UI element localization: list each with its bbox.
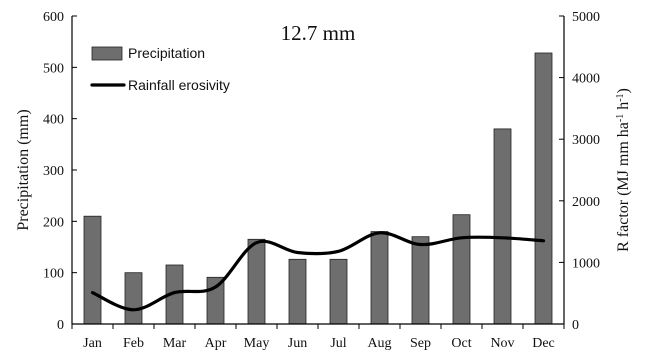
y2-axis-title-sup2: -1 (615, 93, 626, 101)
y2-axis-title-part1: R factor (MJ mm ha (615, 122, 632, 252)
right-tick-label: 4000 (572, 72, 600, 87)
bar-sep (411, 236, 430, 325)
series-line-rainfall-erosivity (90, 231, 546, 312)
bar-dec (534, 52, 553, 325)
x-tick-label-mar: Mar (163, 336, 187, 351)
bar-jan (83, 215, 102, 325)
x-tick-label-feb: Feb (123, 336, 144, 351)
bars-group (83, 52, 553, 325)
x-axis-ticks: Jan Feb Mar Apr May Jun Jul Aug Sep Oct Nov Dec (71, 324, 565, 351)
right-tick-label: 0 (572, 318, 579, 333)
x-tick-label-apr: Apr (205, 336, 227, 351)
bar-apr (206, 276, 225, 325)
left-tick-label: 400 (43, 113, 64, 128)
x-tick-label-aug: Aug (367, 336, 391, 351)
legend: Precipitation Rainfall erosivity (90, 45, 230, 93)
left-tick-label: 600 (43, 10, 64, 25)
bar-oct (452, 214, 471, 325)
left-tick-label: 200 (43, 215, 64, 230)
left-axis-ticks: 0 100 200 300 400 500 600 (43, 10, 77, 333)
bar-may (247, 238, 266, 325)
y2-axis-title-part3: ) (615, 88, 632, 93)
right-tick-label: 1000 (572, 256, 600, 271)
right-tick-label: 5000 (572, 10, 600, 25)
x-tick-label-sep: Sep (410, 336, 431, 351)
x-tick-label-may: May (244, 336, 270, 351)
x-tick-label-jun: Jun (288, 336, 307, 351)
legend-swatch-precipitation (91, 46, 123, 61)
bar-aug (370, 231, 389, 325)
x-tick-label-jan: Jan (83, 336, 102, 351)
bar-jul (329, 258, 348, 325)
y-axis-title: Precipitation (mm) (15, 109, 32, 230)
x-tick-label-oct: Oct (451, 336, 471, 351)
x-tick-label-jul: Jul (330, 336, 346, 351)
right-axis-ticks: 0 1000 2000 3000 4000 5000 (559, 10, 600, 333)
x-tick-label-dec: Dec (532, 336, 555, 351)
right-tick-label: 3000 (572, 133, 600, 148)
left-tick-label: 300 (43, 164, 64, 179)
left-tick-label: 100 (43, 267, 64, 282)
y2-axis-title-part2: h (615, 102, 632, 114)
x-tick-label-nov: Nov (490, 336, 514, 351)
bar-nov (493, 128, 512, 325)
left-tick-label: 0 (57, 318, 64, 333)
bar-jun (288, 258, 307, 325)
bar-feb (124, 272, 143, 325)
left-tick-label: 500 (43, 61, 64, 76)
right-tick-label: 2000 (572, 195, 600, 210)
y2-axis-title-sup1: -1 (615, 114, 626, 122)
chart-title: 12.7 mm (281, 21, 356, 45)
y2-axis-title: R factor (MJ mm ha-1 h-1) (615, 88, 633, 252)
legend-label-rainfall-erosivity: Rainfall erosivity (128, 77, 230, 93)
legend-label-precipitation: Precipitation (128, 45, 205, 61)
